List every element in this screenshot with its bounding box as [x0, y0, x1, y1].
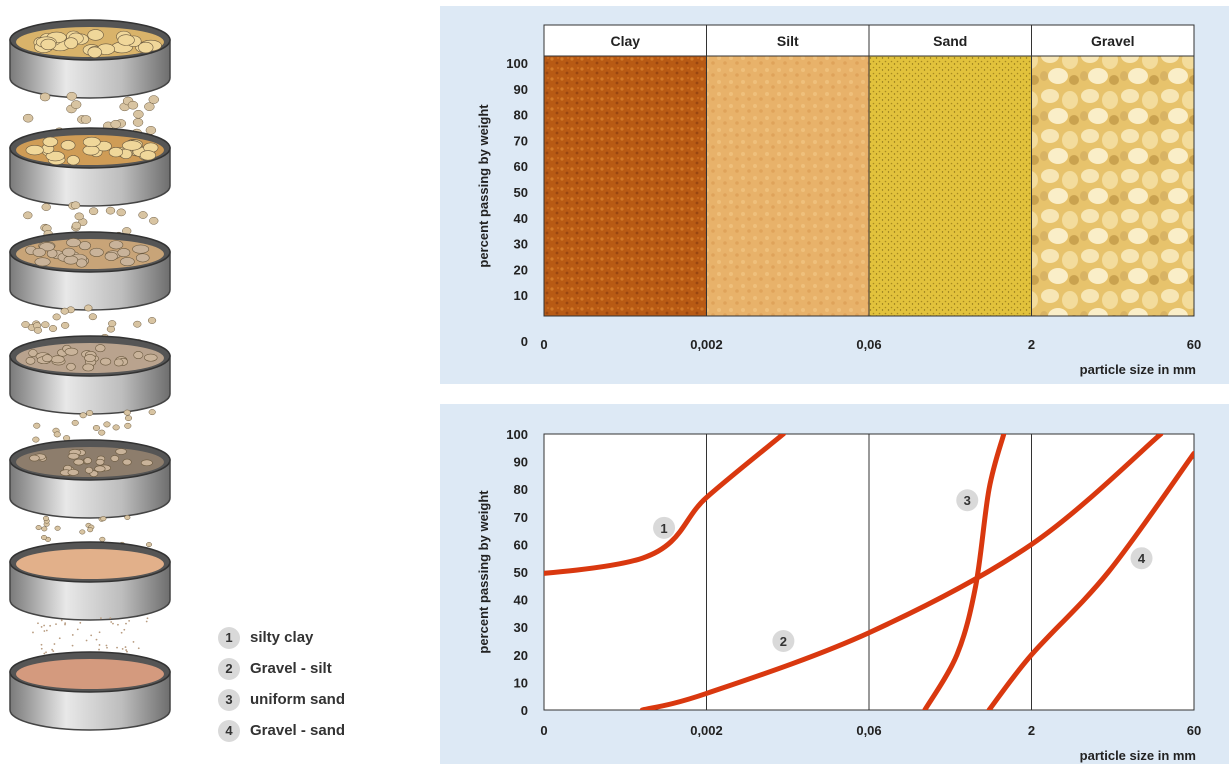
bottom-chart-content: 0 10 20 30 40 50 60 70 80 90 100 0 0,002 0,06 2 60 parti…: [476, 427, 1201, 763]
legend-label-2: Gravel - silt: [250, 660, 332, 677]
grading-curve-4: [986, 450, 1194, 710]
top-y-tick-40: 40: [514, 211, 528, 226]
sieve-5: [9, 439, 171, 553]
top-x-tick-3: 2: [1028, 337, 1035, 352]
grading-curves-chart: 0 10 20 30 40 50 60 70 80 90 100 0 0,002 0,06 2 60 parti…: [476, 427, 1201, 763]
curve-label-2: 2: [780, 634, 787, 649]
top-x-tick-2: 0,06: [856, 337, 881, 352]
top-x-axis-label: particle size in mm: [1080, 362, 1196, 377]
top-y-tick-70: 70: [514, 133, 528, 148]
top-y-tick-100: 100: [506, 56, 528, 71]
grading-curve-2: [639, 434, 1164, 710]
top-y-tick-20: 20: [514, 262, 528, 277]
top-x-tick-1: 0,002: [690, 337, 723, 352]
top-y-tick-60: 60: [514, 159, 528, 174]
curve-marker-2: [772, 630, 795, 652]
curve-marker-3: [956, 489, 979, 512]
class-swatch-gravel: [1031, 55, 1195, 317]
top-y-tick-30: 30: [514, 237, 528, 252]
legend-item-4: 4 Gravel - sand: [218, 715, 428, 746]
bottom-y-tick-70: 70: [514, 510, 528, 525]
class-swatch-silt: [706, 55, 870, 317]
bottom-x-tick-2: 0,06: [856, 723, 881, 738]
class-label-sand: Sand: [933, 33, 967, 49]
bottom-y-tick-90: 90: [514, 455, 528, 470]
legend-item-2: 2 Gravel - silt: [218, 653, 428, 684]
class-label-clay: Clay: [610, 33, 640, 49]
legend-number-3: 3: [218, 688, 240, 711]
curve-label-3: 3: [964, 493, 971, 508]
bottom-y-tick-80: 80: [514, 482, 528, 497]
sieves: [9, 19, 171, 731]
sieve-3: [9, 231, 171, 346]
bottom-y-tick-50: 50: [514, 565, 528, 580]
legend: 1 silty clay 2 Gravel - silt 3 uniform s…: [218, 622, 428, 746]
class-swatch-sand: [868, 55, 1032, 317]
sieve-6: [9, 541, 171, 661]
class-header-silt: [706, 24, 870, 58]
class-label-silt: Silt: [777, 33, 799, 49]
curve-label-4: 4: [1138, 551, 1146, 566]
class-swatch-clay: [543, 55, 707, 317]
soil-classes-chart: Clay Silt Sand Gravel0102030405060708090100…: [476, 24, 1201, 377]
legend-number-2: 2: [218, 657, 240, 680]
class-label-gravel: Gravel: [1091, 33, 1135, 49]
bottom-y-tick-100: 100: [506, 427, 528, 442]
legend-label-1: silty clay: [250, 629, 314, 646]
bottom-y-tick-60: 60: [514, 537, 528, 552]
bottom-x-tick-0: 0: [540, 723, 547, 738]
legend-number-4: 4: [218, 719, 240, 742]
bottom-y-tick-0: 0: [521, 703, 528, 718]
sieve-7: [9, 651, 171, 731]
curve-label-1: 1: [660, 521, 667, 536]
top-y-axis-label: percent passing by weight: [476, 104, 491, 268]
top-x-tick-4: 60: [1187, 337, 1201, 352]
top-y-tick-90: 90: [514, 82, 528, 97]
grading-curve-1: [544, 434, 786, 576]
bottom-y-tick-10: 10: [514, 675, 528, 690]
bottom-x-axis-label: particle size in mm: [1080, 748, 1196, 763]
bottom-x-tick-3: 2: [1028, 723, 1035, 738]
bottom-x-tick-4: 60: [1187, 723, 1201, 738]
class-header-clay: [543, 24, 707, 58]
curve-marker-4: [1130, 547, 1153, 570]
legend-item-1: 1 silty clay: [218, 622, 428, 653]
sieve-1: [9, 19, 171, 138]
grading-curve-3: [922, 434, 1007, 710]
legend-label-4: Gravel - sand: [250, 722, 346, 739]
legend-number-1: 1: [218, 626, 240, 649]
class-header-gravel: [1031, 24, 1195, 58]
legend-item-3: 3 uniform sand: [218, 684, 428, 715]
soil-classes-panel: Clay Silt Sand Gravel 0 10 20 30 40 50 60 70 80 90 100…: [440, 6, 1229, 384]
top-x-tick-0: 0: [540, 337, 547, 352]
bottom-y-tick-20: 20: [514, 648, 528, 663]
bottom-y-tick-40: 40: [514, 593, 528, 608]
bottom-y-axis-label: percent passing by weight: [476, 490, 491, 654]
top-y-tick-10: 10: [514, 288, 528, 303]
top-chart-content: Clay Silt Sand Gravel0102030405060708090100…: [476, 24, 1201, 377]
top-y-tick-0: 0: [521, 334, 528, 349]
top-y-tick-50: 50: [514, 185, 528, 200]
legend-label-3: uniform sand: [250, 691, 346, 708]
sieve-2: [9, 127, 171, 243]
grading-curves-panel: 0 10 20 30 40 50 60 70 80 90 100 0 0,002 0,06 2 60 parti…: [440, 404, 1229, 764]
curve-marker-1: [653, 516, 676, 539]
sieve-stack-illustration: [9, 19, 171, 731]
bottom-x-tick-1: 0,002: [690, 723, 723, 738]
bottom-y-tick-30: 30: [514, 620, 528, 635]
top-y-tick-80: 80: [514, 108, 528, 123]
sieve-4: [9, 335, 171, 450]
